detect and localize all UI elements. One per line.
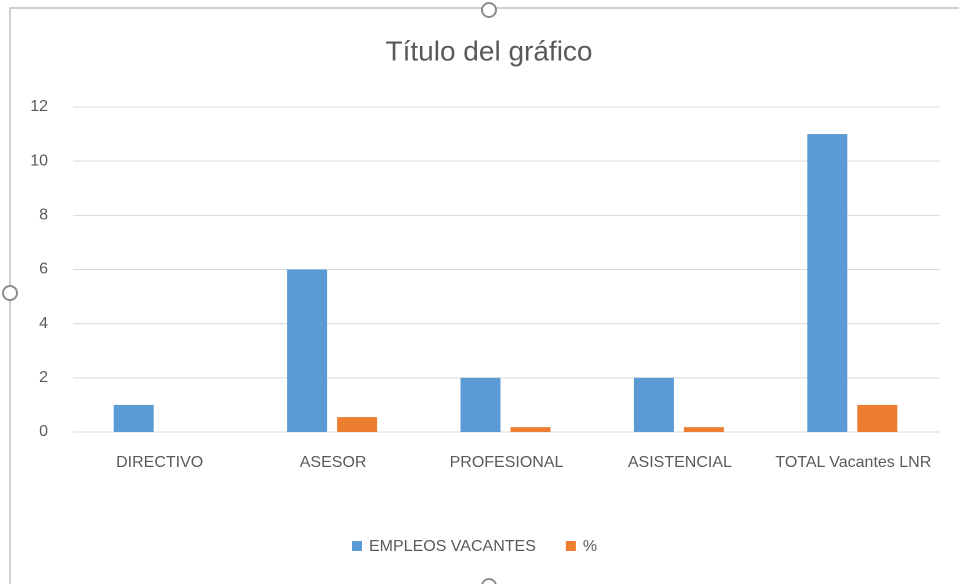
x-tick-label: DIRECTIVO <box>116 454 204 471</box>
resize-handle[interactable] <box>481 2 497 18</box>
bar <box>337 417 378 432</box>
bar <box>460 377 501 432</box>
x-tick-label: TOTAL Vacantes LNR <box>775 454 932 471</box>
y-tick-label: 4 <box>39 315 48 332</box>
bar <box>807 134 848 433</box>
bar <box>113 404 154 432</box>
bar <box>633 377 674 432</box>
resize-handle[interactable] <box>2 285 18 301</box>
legend-label: EMPLEOS VACANTES <box>369 538 536 555</box>
bar <box>287 269 328 432</box>
y-tick-label: 2 <box>39 369 48 386</box>
y-tick-label: 6 <box>39 261 48 278</box>
y-tick-label: 8 <box>39 207 48 224</box>
bar <box>857 404 898 432</box>
legend-swatch <box>352 541 362 551</box>
bar <box>683 427 724 432</box>
bar <box>510 427 551 432</box>
chart-title: Título del gráfico <box>386 35 593 66</box>
x-tick-label: PROFESIONAL <box>449 454 564 471</box>
x-tick-label: ASESOR <box>299 454 367 471</box>
y-tick-label: 0 <box>39 423 48 440</box>
legend-swatch <box>565 541 576 551</box>
y-tick-label: 12 <box>30 98 48 115</box>
y-tick-label: 10 <box>30 152 48 169</box>
legend-label: % <box>583 538 597 555</box>
x-tick-label: ASISTENCIAL <box>627 454 732 471</box>
resize-handle[interactable] <box>481 578 497 584</box>
